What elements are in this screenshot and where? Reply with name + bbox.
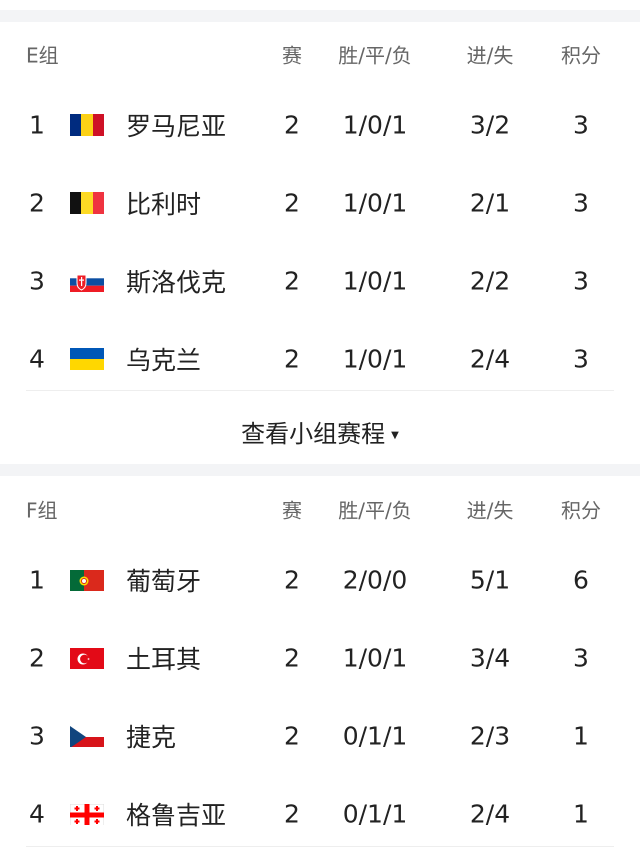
played: 2 bbox=[284, 110, 300, 140]
table-row[interactable]: 3 斯洛伐克 2 1/0/1 2/2 3 bbox=[0, 242, 640, 320]
table-row[interactable]: 4 格鲁吉亚 2 0/1/1 2/4 1 bbox=[0, 775, 640, 853]
goals: 2/3 bbox=[469, 721, 511, 751]
table-row[interactable]: 4 乌克兰 2 1/0/1 2/4 3 bbox=[0, 320, 640, 398]
georgia-flag-icon bbox=[70, 803, 104, 825]
wdl: 1/0/1 bbox=[342, 344, 408, 374]
group-e-table: E组 赛 胜/平/负 进/失 积分 1 罗马尼亚 2 1/0/1 3/2 3 2… bbox=[0, 22, 640, 398]
table-row[interactable]: 2 土耳其 2 1/0/1 3/4 3 bbox=[0, 619, 640, 697]
wdl: 0/1/1 bbox=[342, 799, 408, 829]
section-separator bbox=[0, 10, 640, 22]
header-points: 积分 bbox=[561, 43, 601, 68]
team-name[interactable]: 比利时 bbox=[126, 190, 202, 219]
points: 3 bbox=[573, 266, 589, 296]
romania-flag-icon bbox=[70, 114, 104, 136]
wdl: 1/0/1 bbox=[342, 643, 408, 673]
wdl: 1/0/1 bbox=[342, 266, 408, 296]
goals: 3/4 bbox=[469, 643, 511, 673]
table-header: E组 赛 胜/平/负 进/失 积分 bbox=[0, 22, 640, 86]
team-name[interactable]: 土耳其 bbox=[126, 645, 202, 674]
group-name: F组 bbox=[26, 498, 58, 523]
slovakia-flag-icon bbox=[70, 270, 104, 292]
group-name: E组 bbox=[26, 43, 59, 68]
rank: 1 bbox=[29, 565, 45, 595]
goals: 2/2 bbox=[469, 266, 511, 296]
header-wdl: 胜/平/负 bbox=[338, 498, 412, 523]
points: 3 bbox=[573, 643, 589, 673]
caret-down-icon: ▼ bbox=[391, 429, 399, 441]
team-name[interactable]: 罗马尼亚 bbox=[126, 112, 227, 141]
table-row[interactable]: 3 捷克 2 0/1/1 2/3 1 bbox=[0, 697, 640, 775]
wdl: 1/0/1 bbox=[342, 188, 408, 218]
team-name[interactable]: 乌克兰 bbox=[126, 346, 202, 375]
wdl: 0/1/1 bbox=[342, 721, 408, 751]
header-played: 赛 bbox=[282, 498, 302, 523]
table-header: F组 赛 胜/平/负 进/失 积分 bbox=[0, 477, 640, 541]
played: 2 bbox=[284, 643, 300, 673]
rank: 1 bbox=[29, 110, 45, 140]
team-name[interactable]: 葡萄牙 bbox=[126, 567, 202, 596]
wdl: 1/0/1 bbox=[342, 110, 408, 140]
divider bbox=[26, 846, 614, 847]
played: 2 bbox=[284, 188, 300, 218]
points: 6 bbox=[573, 565, 589, 595]
table-row[interactable]: 2 比利时 2 1/0/1 2/1 3 bbox=[0, 164, 640, 242]
ukraine-flag-icon bbox=[70, 348, 104, 370]
rank: 2 bbox=[29, 188, 45, 218]
divider bbox=[26, 390, 614, 391]
header-points: 积分 bbox=[561, 498, 601, 523]
rank: 2 bbox=[29, 643, 45, 673]
goals: 2/1 bbox=[469, 188, 511, 218]
rank: 4 bbox=[29, 344, 45, 374]
goals: 5/1 bbox=[469, 565, 511, 595]
header-played: 赛 bbox=[282, 43, 302, 68]
rank: 4 bbox=[29, 799, 45, 829]
points: 3 bbox=[573, 110, 589, 140]
played: 2 bbox=[284, 721, 300, 751]
wdl: 2/0/0 bbox=[342, 565, 408, 595]
played: 2 bbox=[284, 266, 300, 296]
points: 1 bbox=[573, 799, 589, 829]
points: 1 bbox=[573, 721, 589, 751]
table-row[interactable]: 1 葡萄牙 2 2/0/0 5/1 6 bbox=[0, 541, 640, 619]
header-wdl: 胜/平/负 bbox=[338, 43, 412, 68]
rank: 3 bbox=[29, 721, 45, 751]
rank: 3 bbox=[29, 266, 45, 296]
goals: 2/4 bbox=[469, 344, 511, 374]
team-name[interactable]: 格鲁吉亚 bbox=[126, 801, 227, 830]
team-name[interactable]: 捷克 bbox=[126, 723, 177, 752]
header-goals: 进/失 bbox=[466, 43, 514, 68]
section-separator bbox=[0, 464, 640, 476]
goals: 2/4 bbox=[469, 799, 511, 829]
team-name[interactable]: 斯洛伐克 bbox=[126, 268, 227, 297]
played: 2 bbox=[284, 799, 300, 829]
points: 3 bbox=[573, 188, 589, 218]
turkey-flag-icon bbox=[70, 647, 104, 669]
table-row[interactable]: 1 罗马尼亚 2 1/0/1 3/2 3 bbox=[0, 86, 640, 164]
czech-flag-icon bbox=[70, 725, 104, 747]
group-f-table: F组 赛 胜/平/负 进/失 积分 1 葡萄牙 2 2/0/0 5/1 6 2 … bbox=[0, 477, 640, 853]
belgium-flag-icon bbox=[70, 192, 104, 214]
goals: 3/2 bbox=[469, 110, 511, 140]
header-goals: 进/失 bbox=[466, 498, 514, 523]
played: 2 bbox=[284, 565, 300, 595]
view-group-schedule-link[interactable]: 查看小组赛程 ▼ bbox=[0, 414, 640, 449]
points: 3 bbox=[573, 344, 589, 374]
played: 2 bbox=[284, 344, 300, 374]
link-label: 查看小组赛程 bbox=[241, 420, 386, 448]
portugal-flag-icon bbox=[70, 569, 104, 591]
